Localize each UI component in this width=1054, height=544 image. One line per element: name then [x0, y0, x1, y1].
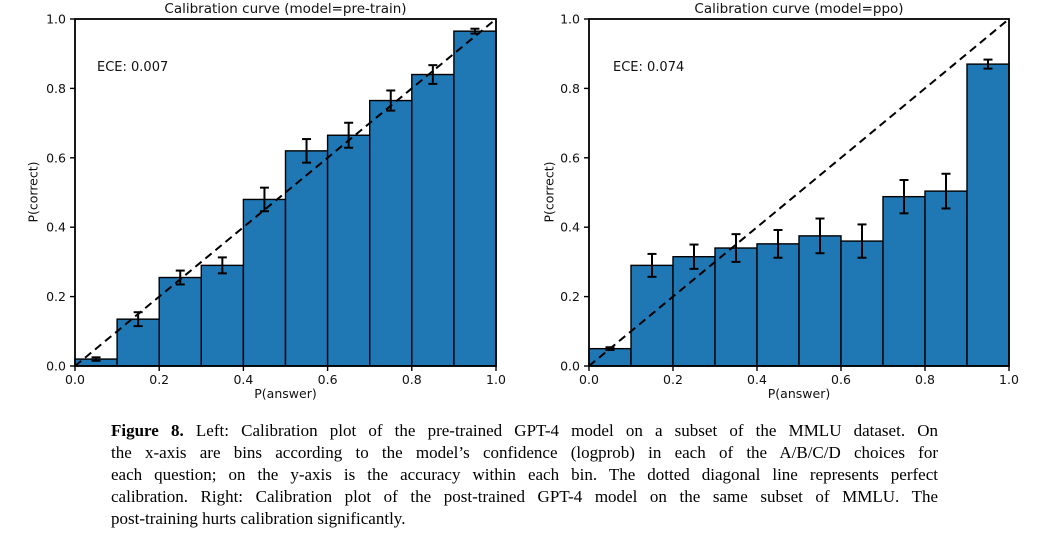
y-tick-label: 0.4 [46, 220, 66, 235]
histogram-bar-bin-5 [284, 150, 329, 367]
error-bar-bin-5 [302, 138, 312, 164]
chart-title-pretrain: Calibration curve (model=pre-train) [164, 1, 407, 17]
error-bar-bin-3 [731, 233, 741, 263]
error-bar-bin-6 [857, 223, 867, 259]
histogram-bar-bin-3 [714, 247, 758, 367]
x-tick-label: 0.8 [402, 372, 422, 387]
error-bar-bin-2 [689, 243, 699, 270]
error-bar-bin-3 [217, 256, 227, 275]
caption-line: Figure 8. Left: Calibration plot of the … [111, 420, 938, 442]
error-bar-bin-8 [941, 172, 951, 210]
caption-line-text: Left: Calibration plot of the pre-traine… [183, 421, 938, 440]
x-axis-label-pretrain: P(answer) [254, 386, 317, 401]
caption-line: post-training hurts calibration signific… [111, 509, 406, 528]
y-tick-label: 1.0 [46, 12, 66, 27]
histogram-bar-bin-4 [242, 198, 287, 367]
calibration-plot-pretrain: 0.0 0.2 0.4 0.6 0.8 1.0 0.0 0.2 0.4 0.6 0.8 1.0 [46, 12, 506, 388]
x-tick-label: 0.6 [831, 372, 851, 387]
error-bar-bin-9 [470, 27, 480, 35]
y-tick-label: 0.4 [560, 220, 580, 235]
histogram-bar-bin-6 [326, 134, 371, 367]
y-tick-label: 0.8 [46, 81, 66, 96]
error-bar-bin-6 [344, 121, 354, 149]
histogram-bar-bin-3 [200, 264, 245, 367]
caption-line: each question; on the y-axis is the accu… [111, 465, 938, 484]
error-bar-bin-5 [815, 217, 825, 255]
y-tick-label: 1.0 [560, 12, 580, 27]
error-bar-bin-2 [175, 269, 185, 286]
histogram-bar-bin-1 [630, 264, 674, 367]
x-tick-label: 1.0 [486, 372, 506, 387]
error-bar-bin-4 [259, 186, 269, 213]
x-tick-label: 0.0 [579, 372, 599, 387]
ece-annotation-pretrain: ECE: 0.007 [97, 60, 169, 75]
error-bar-bin-9 [983, 58, 993, 70]
x-tick-label: 1.0 [999, 372, 1019, 387]
caption-figure-label: Figure 8. [111, 421, 184, 440]
x-tick-label: 0.2 [149, 372, 169, 387]
histogram-bar-bin-5 [798, 235, 842, 367]
x-tick-label: 0.8 [915, 372, 935, 387]
histogram-bar-bin-6 [840, 240, 884, 367]
y-tick-label: 0.2 [560, 289, 580, 304]
chart-panel-pretrain: Calibration curve (model=pre-train) ECE:… [0, 0, 527, 412]
chart-panel-ppo: Calibration curve (model=ppo) ECE: 0.074… [527, 0, 1054, 412]
y-tick-label: 0.8 [560, 81, 580, 96]
plot-border [74, 18, 497, 367]
error-bar-bin-7 [386, 89, 396, 112]
figure-caption: Figure 8. Left: Calibration plot of the … [111, 420, 938, 530]
error-bar-bin-0 [605, 346, 615, 352]
histogram-bar-bin-7 [369, 99, 413, 367]
histogram-bar-bin-4 [756, 243, 800, 367]
histogram-bar-bin-8 [411, 73, 455, 367]
caption-line: the x-axis are bins according to the mod… [111, 443, 938, 462]
error-bar-bin-1 [133, 311, 143, 328]
x-tick-label: 0.4 [747, 372, 767, 387]
plot-border [588, 18, 1010, 367]
x-tick-label: 0.6 [318, 372, 338, 387]
y-tick-label: 0.6 [560, 150, 580, 165]
y-tick-label: 0.6 [46, 150, 66, 165]
histogram-bar-bin-8 [924, 190, 968, 367]
histogram-bar-bin-7 [882, 195, 926, 367]
error-bar-bin-7 [899, 179, 909, 215]
ece-annotation-ppo: ECE: 0.074 [613, 60, 685, 75]
histogram-bar-bin-2 [672, 255, 716, 367]
histogram-bar-bin-9 [453, 30, 497, 367]
y-tick-label: 0.0 [46, 359, 66, 374]
x-tick-label: 0.4 [233, 372, 253, 387]
x-axis-label-ppo: P(answer) [767, 386, 831, 401]
y-tick-label: 0.2 [46, 289, 66, 304]
error-bar-bin-0 [91, 356, 101, 362]
error-bar-bin-4 [773, 228, 783, 259]
x-tick-label: 0.2 [663, 372, 683, 387]
error-bar-bin-8 [428, 64, 438, 85]
histogram-bar-bin-9 [966, 63, 1010, 367]
chart-title-ppo: Calibration curve (model=ppo) [694, 1, 904, 17]
histogram-bar-bin-0 [588, 347, 632, 367]
y-tick-label: 0.0 [560, 359, 580, 374]
caption-line: calibration. Right: Calibration plot of … [111, 487, 938, 506]
x-tick-label: 0.0 [65, 372, 85, 387]
error-bar-bin-1 [647, 252, 657, 278]
calibration-plot-ppo: 0.0 0.2 0.4 0.6 0.8 1.0 0.0 0.2 0.4 0.6 0.8 1.0 [560, 12, 1019, 388]
